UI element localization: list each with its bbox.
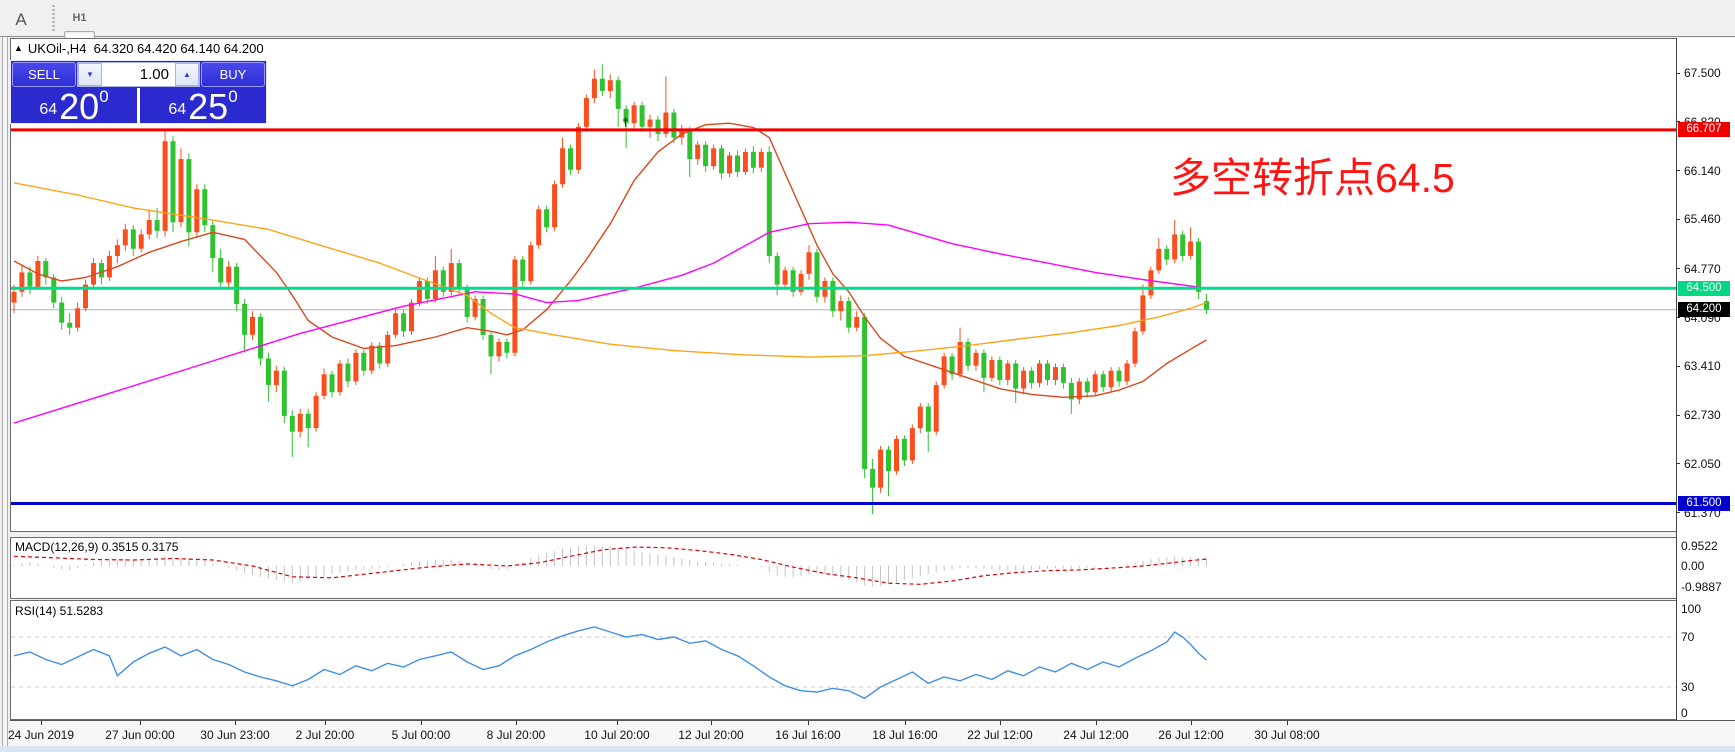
ma-fast-vermilion <box>13 122 1207 399</box>
date-tick-mark <box>140 721 141 725</box>
price-badge-66.707: 66.707 <box>1678 122 1730 138</box>
date-tick-mark <box>516 721 517 725</box>
macd-panel-background[interactable] <box>10 537 1677 599</box>
chart-ohlc-header: ▲ UKOil-,H4 64.320 64.420 64.140 64.200 <box>14 41 264 56</box>
rsi-indicator-label: RSI(14) 51.5283 <box>15 604 104 618</box>
toolbar-grip[interactable] <box>52 5 55 31</box>
price-badge-64.500: 64.500 <box>1678 280 1730 296</box>
buy-price-main: 25 <box>188 86 229 127</box>
window-left-edge <box>0 37 10 752</box>
ma-slow-amber <box>13 182 1207 358</box>
date-tick-label: 30 Jun 23:00 <box>200 728 270 742</box>
sell-price-main: 20 <box>59 86 100 127</box>
volume-input[interactable] <box>102 63 175 86</box>
date-tick-label: 16 Jul 16:00 <box>775 728 841 742</box>
date-tick-label: 24 Jul 12:00 <box>1063 728 1129 742</box>
price-tick-mark <box>1676 170 1680 172</box>
indicator-grid-icon[interactable]: ▦F <box>4 0 38 4</box>
date-tick-label: 27 Jun 00:00 <box>105 728 175 742</box>
macd-tick-label: -0.9887 <box>1681 580 1722 595</box>
price-badge-64.200: 64.200 <box>1678 302 1730 318</box>
rsi-tick-label: 70 <box>1681 630 1695 644</box>
date-tick-mark <box>421 721 422 725</box>
macd-tick-label: 0.00 <box>1681 559 1705 573</box>
rsi-panel-background[interactable] <box>10 600 1677 720</box>
price-tick-label: 64.770 <box>1684 261 1721 276</box>
macd-indicator-label: MACD(12,26,9) 0.3515 0.3175 <box>15 540 179 554</box>
ma-mid-magenta <box>13 221 1207 424</box>
date-tick-label: 24 Jun 2019 <box>7 728 75 742</box>
date-tick-mark <box>711 721 712 725</box>
price-tick-label: 66.140 <box>1684 163 1721 178</box>
date-tick-mark <box>808 721 809 725</box>
date-tick-mark <box>617 721 618 725</box>
sell-price-display[interactable]: 64 20 0 <box>11 86 137 127</box>
date-tick-label: 30 Jul 08:00 <box>1254 728 1320 742</box>
date-tick-mark <box>235 721 236 725</box>
rsi-tick-label: 0 <box>1681 706 1688 720</box>
price-tick-mark <box>1676 218 1680 220</box>
date-tick-label: 2 Jul 20:00 <box>295 728 355 742</box>
price-tick-mark <box>1676 414 1680 416</box>
price-tick-mark <box>1676 72 1680 74</box>
timeframe-button-H1[interactable]: H1 <box>72 12 87 24</box>
macd-signal-line <box>13 546 1207 585</box>
sell-price-whole: 64 <box>39 101 58 118</box>
sell-button[interactable]: SELL <box>12 62 76 87</box>
time-scale-area[interactable] <box>10 720 1735 747</box>
horizontal-scrollbar[interactable] <box>0 746 1735 752</box>
price-tick-mark <box>1676 463 1680 465</box>
volume-increase-button[interactable]: ▲ <box>175 63 199 86</box>
buy-price-display[interactable]: 64 25 0 <box>140 86 266 127</box>
price-tick-mark <box>1676 317 1680 319</box>
sell-price-pip: 0 <box>99 87 109 106</box>
cross-marker: † <box>622 115 629 129</box>
price-tick-mark <box>1676 268 1680 270</box>
price-divider <box>137 88 140 124</box>
date-tick-label: 8 Jul 20:00 <box>486 728 546 742</box>
one-click-trading-panel: SELL ▼ ▲ BUY 64 20 0 64 25 0 <box>10 60 267 127</box>
price-tick-label: 67.500 <box>1684 66 1721 80</box>
ohlc-values: 64.320 64.420 64.140 64.200 <box>93 41 264 56</box>
price-tick-label: 62.730 <box>1684 408 1721 423</box>
buy-button[interactable]: BUY <box>201 62 265 87</box>
chinese-annotation-text[interactable]: 多空转折点64.5 <box>1170 155 1455 201</box>
macd-tick-label: 0.9522 <box>1681 538 1718 553</box>
date-tick-label: 10 Jul 20:00 <box>584 728 650 742</box>
date-tick-mark <box>1000 721 1001 725</box>
price-scale-area[interactable] <box>1676 38 1735 720</box>
macd-histogram <box>13 545 1207 587</box>
date-tick-label: 26 Jul 12:00 <box>1158 728 1224 742</box>
date-tick-mark <box>41 721 42 725</box>
rsi-line <box>13 626 1207 700</box>
date-tick-mark <box>1191 721 1192 725</box>
date-tick-label: 5 Jul 00:00 <box>391 728 451 742</box>
rsi-tick-label: 100 <box>1681 602 1702 616</box>
date-tick-label: 12 Jul 20:00 <box>678 728 744 742</box>
date-tick-mark <box>1096 721 1097 725</box>
date-tick-label: 18 Jul 16:00 <box>872 728 938 742</box>
price-tick-label: 62.050 <box>1684 456 1721 471</box>
collapse-arrow-icon[interactable]: ▲ <box>14 43 23 53</box>
symbol-title: UKOil-,H4 <box>27 41 87 56</box>
price-badge-61.500: 61.500 <box>1678 495 1730 511</box>
buy-price-whole: 64 <box>168 101 187 118</box>
label-a-icon[interactable]: A <box>15 10 27 29</box>
date-tick-label: 22 Jul 12:00 <box>967 728 1033 742</box>
price-tick-mark <box>1676 121 1680 123</box>
candlesticks <box>11 64 1209 515</box>
price-tick-label: 65.460 <box>1684 212 1721 227</box>
price-tick-mark <box>1676 365 1680 367</box>
date-tick-mark <box>325 721 326 725</box>
price-tick-mark <box>1676 512 1680 514</box>
date-tick-mark <box>1287 721 1288 725</box>
price-tick-label: 63.410 <box>1684 359 1721 374</box>
date-tick-mark <box>905 721 906 725</box>
buy-price-pip: 0 <box>228 87 238 106</box>
volume-decrease-button[interactable]: ▼ <box>78 63 102 86</box>
volume-stepper: ▼ ▲ <box>77 62 200 87</box>
rsi-tick-label: 30 <box>1681 680 1695 694</box>
